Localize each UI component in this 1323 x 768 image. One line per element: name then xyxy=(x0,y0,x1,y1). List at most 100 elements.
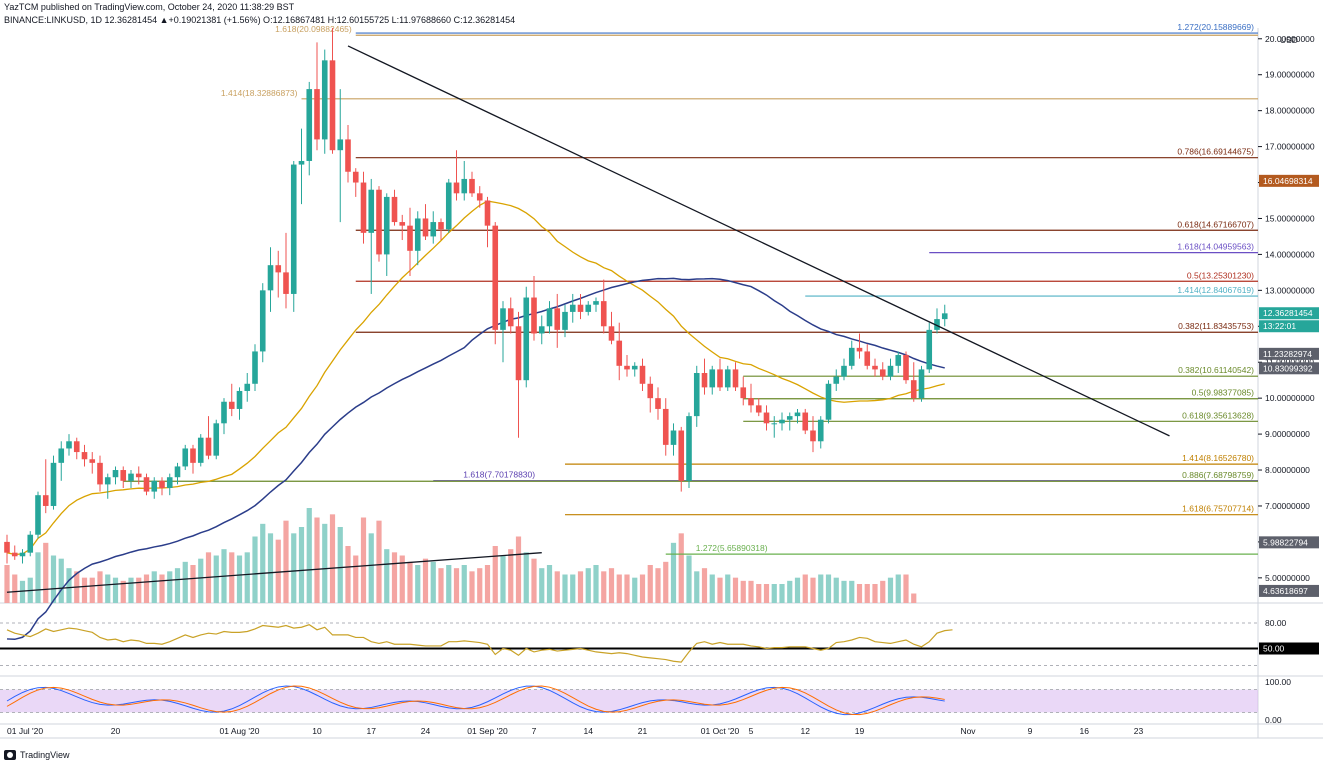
candle xyxy=(112,466,119,485)
volume-bar xyxy=(585,568,591,603)
candle xyxy=(608,311,615,345)
candle xyxy=(879,362,886,381)
price-tick-label: 8.00000000 xyxy=(1265,465,1310,475)
candle-body xyxy=(236,390,243,409)
candle xyxy=(213,419,220,460)
descending-trendline xyxy=(347,45,1170,437)
candle-body xyxy=(166,477,173,488)
candle-body xyxy=(686,416,692,481)
candle-body xyxy=(453,182,460,194)
candle-body xyxy=(903,355,909,381)
candle-body xyxy=(422,218,429,237)
candle xyxy=(27,531,34,557)
volume-bar xyxy=(4,565,10,603)
volume-bar xyxy=(337,527,343,603)
stoch-k-line xyxy=(6,685,945,716)
time-tick-label: 16 xyxy=(1080,726,1090,736)
candle xyxy=(89,452,96,474)
candle-body xyxy=(58,448,65,463)
price-tag-box xyxy=(1259,362,1319,375)
volume-bar xyxy=(787,580,793,603)
candle-body xyxy=(624,365,630,370)
price-tick-label: 10.00000000 xyxy=(1265,393,1315,403)
volume-bar xyxy=(856,584,863,603)
price-tick-label: 18.00000000 xyxy=(1265,106,1315,116)
candle-body xyxy=(27,534,34,553)
volume-bar xyxy=(601,571,607,603)
candle xyxy=(306,81,313,176)
volume-bar xyxy=(632,577,638,603)
volume-bar xyxy=(368,533,374,603)
volume-bar xyxy=(515,536,522,603)
time-tick-label: 20 xyxy=(111,726,121,736)
price-tags: 16.04698314 12.36281454 13:22:01 11.2328297… xyxy=(1259,174,1319,655)
fib-level-label: 0.886(7.68798759) xyxy=(1182,470,1254,480)
volume-bar xyxy=(260,523,266,603)
candle xyxy=(407,207,413,276)
volume-bar xyxy=(244,552,250,603)
candle xyxy=(709,365,716,395)
volume-bar xyxy=(709,574,715,603)
candle xyxy=(926,322,933,373)
ascending-trendline xyxy=(6,552,542,593)
rsi-pane: 80.00 xyxy=(0,618,1287,666)
stoch-rsi-pane: 100.00 0.00 xyxy=(0,677,1291,725)
candle-body xyxy=(507,308,514,327)
stoch-band xyxy=(0,689,1258,713)
candle xyxy=(670,423,677,456)
candle xyxy=(422,204,429,241)
candle-body xyxy=(872,365,878,370)
volume-bar xyxy=(422,558,429,603)
candle xyxy=(50,455,57,510)
candle xyxy=(748,383,754,413)
candle xyxy=(120,466,127,488)
volume-bar xyxy=(740,580,746,603)
volume-bar xyxy=(12,574,18,603)
candle xyxy=(678,426,685,492)
candle xyxy=(562,304,568,338)
candle-body xyxy=(779,419,785,424)
candle xyxy=(143,473,150,496)
candle xyxy=(577,293,584,320)
candle-body xyxy=(701,373,708,388)
price-tag: 10.83099392 xyxy=(1259,362,1319,375)
candle xyxy=(104,473,111,499)
candle xyxy=(73,437,80,460)
candle xyxy=(910,362,917,402)
candle-body xyxy=(515,326,522,381)
candle xyxy=(259,283,266,363)
candle-body xyxy=(112,470,119,478)
volume-bar xyxy=(484,565,491,603)
volume-bar xyxy=(345,546,351,603)
volume-bar xyxy=(407,561,413,603)
volume-bar xyxy=(655,568,661,603)
candle-body xyxy=(244,383,251,391)
candle xyxy=(779,412,785,431)
candle xyxy=(724,365,731,391)
volume-bar xyxy=(275,539,281,603)
volume-bar xyxy=(213,555,219,603)
candle xyxy=(771,416,778,438)
candle xyxy=(11,545,18,560)
volume-bar xyxy=(717,577,723,603)
candle xyxy=(66,434,72,456)
candle xyxy=(159,477,165,496)
volume-bar xyxy=(190,565,196,603)
candle-body xyxy=(794,412,801,417)
volume-bar xyxy=(593,565,599,603)
candle-body xyxy=(89,459,96,463)
candle-body xyxy=(763,412,770,424)
candle xyxy=(864,344,871,370)
volume-bar xyxy=(608,568,615,603)
candle xyxy=(135,466,142,485)
candle xyxy=(740,376,747,406)
candle xyxy=(895,351,902,373)
volume-bar xyxy=(298,527,305,603)
volume-bar xyxy=(670,542,677,603)
candle xyxy=(221,398,227,435)
candle xyxy=(283,232,289,309)
candle xyxy=(228,383,235,417)
price-tag-box xyxy=(1259,307,1319,320)
candle-body xyxy=(383,196,390,255)
